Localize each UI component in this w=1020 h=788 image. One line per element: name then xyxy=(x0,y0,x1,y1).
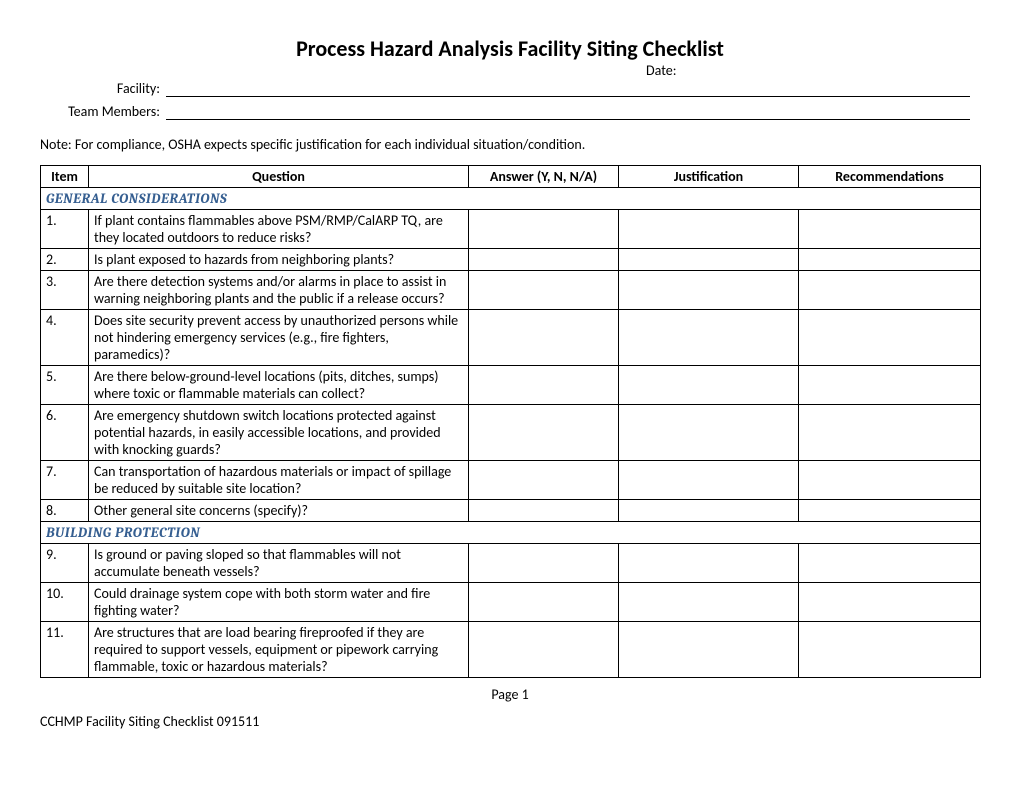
item-number: 2. xyxy=(41,249,89,271)
item-number: 11. xyxy=(41,622,89,678)
justification-cell[interactable] xyxy=(619,210,799,249)
table-row: 5.Are there below-ground-level locations… xyxy=(41,366,981,405)
recommendations-cell[interactable] xyxy=(799,210,981,249)
table-row: 2.Is plant exposed to hazards from neigh… xyxy=(41,249,981,271)
question-cell: Does site security prevent access by una… xyxy=(89,310,469,366)
justification-cell[interactable] xyxy=(619,583,799,622)
recommendations-cell[interactable] xyxy=(799,405,981,461)
item-number: 8. xyxy=(41,500,89,522)
answer-cell[interactable] xyxy=(469,366,619,405)
date-label: Date: xyxy=(646,62,676,79)
col-recommendations: Recommendations xyxy=(799,166,981,188)
recommendations-cell[interactable] xyxy=(799,461,981,500)
justification-cell[interactable] xyxy=(619,271,799,310)
recommendations-cell[interactable] xyxy=(799,366,981,405)
item-number: 3. xyxy=(41,271,89,310)
item-number: 6. xyxy=(41,405,89,461)
table-row: 7.Can transportation of hazardous materi… xyxy=(41,461,981,500)
checklist-table: Item Question Answer (Y, N, N/A) Justifi… xyxy=(40,165,981,678)
item-number: 1. xyxy=(41,210,89,249)
question-cell: Are there detection systems and/or alarm… xyxy=(89,271,469,310)
table-row: 10.Could drainage system cope with both … xyxy=(41,583,981,622)
table-row: 9.Is ground or paving sloped so that fla… xyxy=(41,544,981,583)
justification-cell[interactable] xyxy=(619,366,799,405)
facility-input-line[interactable]: Date: xyxy=(166,80,970,97)
compliance-note: Note: For compliance, OSHA expects speci… xyxy=(40,136,980,153)
table-row: 3.Are there detection systems and/or ala… xyxy=(41,271,981,310)
col-question: Question xyxy=(89,166,469,188)
recommendations-cell[interactable] xyxy=(799,310,981,366)
question-cell: Are there below-ground-level locations (… xyxy=(89,366,469,405)
item-number: 10. xyxy=(41,583,89,622)
table-row: 6.Are emergency shutdown switch location… xyxy=(41,405,981,461)
answer-cell[interactable] xyxy=(469,310,619,366)
recommendations-cell[interactable] xyxy=(799,271,981,310)
answer-cell[interactable] xyxy=(469,249,619,271)
question-cell: Can transportation of hazardous material… xyxy=(89,461,469,500)
answer-cell[interactable] xyxy=(469,622,619,678)
team-label: Team Members: xyxy=(40,103,166,120)
recommendations-cell[interactable] xyxy=(799,583,981,622)
item-number: 4. xyxy=(41,310,89,366)
question-cell: If plant contains flammables above PSM/R… xyxy=(89,210,469,249)
page-number: Page 1 xyxy=(40,686,980,703)
question-cell: Could drainage system cope with both sto… xyxy=(89,583,469,622)
justification-cell[interactable] xyxy=(619,405,799,461)
justification-cell[interactable] xyxy=(619,544,799,583)
table-row: 8.Other general site concerns (specify)? xyxy=(41,500,981,522)
section-heading-row: BUILDING PROTECTION xyxy=(41,522,981,544)
answer-cell[interactable] xyxy=(469,271,619,310)
table-row: 1.If plant contains flammables above PSM… xyxy=(41,210,981,249)
recommendations-cell[interactable] xyxy=(799,622,981,678)
col-answer: Answer (Y, N, N/A) xyxy=(469,166,619,188)
item-number: 7. xyxy=(41,461,89,500)
answer-cell[interactable] xyxy=(469,544,619,583)
question-cell: Is ground or paving sloped so that flamm… xyxy=(89,544,469,583)
answer-cell[interactable] xyxy=(469,405,619,461)
answer-cell[interactable] xyxy=(469,500,619,522)
question-cell: Are emergency shutdown switch locations … xyxy=(89,405,469,461)
facility-label: Facility: xyxy=(40,80,166,97)
justification-cell[interactable] xyxy=(619,310,799,366)
table-row: 4.Does site security prevent access by u… xyxy=(41,310,981,366)
answer-cell[interactable] xyxy=(469,461,619,500)
recommendations-cell[interactable] xyxy=(799,544,981,583)
section-heading-row: GENERAL CONSIDERATIONS xyxy=(41,188,981,210)
table-row: 11.Are structures that are load bearing … xyxy=(41,622,981,678)
table-header-row: Item Question Answer (Y, N, N/A) Justifi… xyxy=(41,166,981,188)
footer-docid: CCHMP Facility Siting Checklist 091511 xyxy=(40,713,980,730)
header-fields: Facility: Date: Team Members: xyxy=(40,80,980,120)
justification-cell[interactable] xyxy=(619,461,799,500)
recommendations-cell[interactable] xyxy=(799,500,981,522)
section-heading: BUILDING PROTECTION xyxy=(41,522,981,544)
recommendations-cell[interactable] xyxy=(799,249,981,271)
page-title: Process Hazard Analysis Facility Siting … xyxy=(40,35,980,62)
section-heading: GENERAL CONSIDERATIONS xyxy=(41,188,981,210)
justification-cell[interactable] xyxy=(619,500,799,522)
question-cell: Is plant exposed to hazards from neighbo… xyxy=(89,249,469,271)
justification-cell[interactable] xyxy=(619,622,799,678)
col-item: Item xyxy=(41,166,89,188)
item-number: 5. xyxy=(41,366,89,405)
question-cell: Other general site concerns (specify)? xyxy=(89,500,469,522)
question-cell: Are structures that are load bearing fir… xyxy=(89,622,469,678)
answer-cell[interactable] xyxy=(469,210,619,249)
justification-cell[interactable] xyxy=(619,249,799,271)
answer-cell[interactable] xyxy=(469,583,619,622)
team-input-line[interactable] xyxy=(166,103,970,120)
item-number: 9. xyxy=(41,544,89,583)
col-justification: Justification xyxy=(619,166,799,188)
